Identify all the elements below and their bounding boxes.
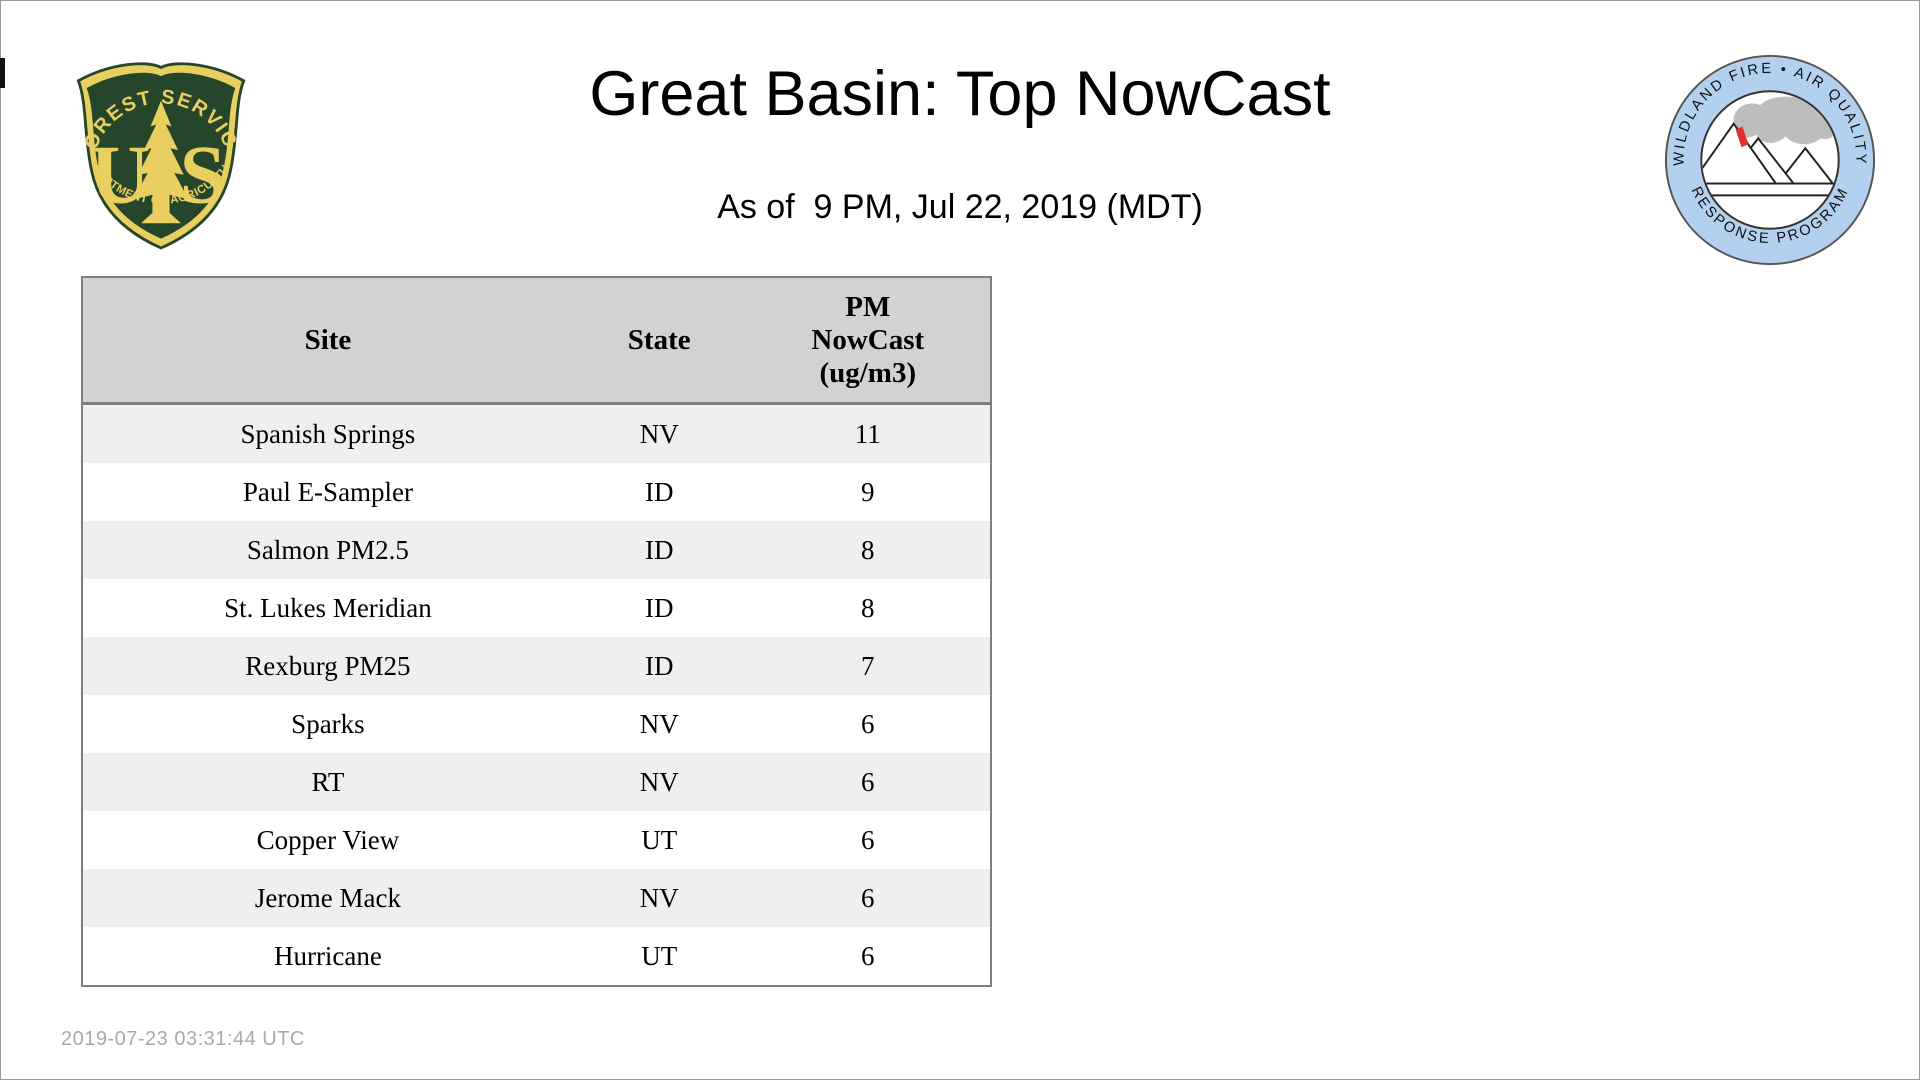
usfs-letter-s: S [180,129,227,221]
table-row: St. Lukes Meridian ID 8 [82,579,991,637]
table-row: RT NV 6 [82,753,991,811]
value-cell: 6 [861,708,875,739]
site-cell: Jerome Mack [254,882,402,913]
state-cell: ID [644,650,674,681]
state-cell: NV [639,418,679,449]
value-cell: 6 [861,824,875,855]
table-row: Rexburg PM25 ID 7 [82,637,991,695]
page-title: Great Basin: Top NowCast [589,59,1331,129]
state-cell: ID [644,476,674,507]
value-cell: 6 [861,766,875,797]
table-row: Jerome Mack NV 6 [82,869,991,927]
site-cell: Copper View [256,824,400,855]
fire-flame-icon [1735,126,1749,148]
site-cell: Paul E-Sampler [242,476,414,507]
value-cell: 6 [861,882,875,913]
value-cell: 11 [854,418,881,449]
usfs-letter-u: U [90,129,150,221]
column-header-state: State [572,277,746,405]
table-row: Hurricane UT 6 [82,927,991,986]
forest-service-logo-icon: FOREST SERVICE U S DEPARTMENT OF AGRICUL… [66,52,246,250]
state-cell: UT [641,940,678,971]
state-cell: NV [639,882,679,913]
table-row: Copper View UT 6 [82,811,991,869]
value-cell: 6 [861,940,875,971]
table-row: Sparks NV 6 [82,695,991,753]
page-subtitle: As of 9 PM, Jul 22, 2019 (MDT) [717,188,1203,226]
site-cell: RT [311,766,345,797]
generation-timestamp: 2019-07-23 03:31:44 UTC [61,1028,305,1050]
value-cell: 8 [861,534,875,565]
site-cell: St. Lukes Meridian [224,592,432,623]
state-cell: ID [644,534,674,565]
table-row: Paul E-Sampler ID 9 [82,463,991,521]
state-cell: ID [644,592,674,623]
column-header-site: Site [82,277,573,405]
site-cell: Spanish Springs [240,418,416,449]
site-cell: Hurricane [273,940,382,971]
site-cell: Salmon PM2.5 [246,534,409,565]
table-row: Salmon PM2.5 ID 8 [82,521,991,579]
edge-artifact-mark [0,58,5,88]
value-cell: 9 [861,476,875,507]
pine-tree-icon [133,100,189,224]
table-header-row: Site State PM NowCast (ug/m3) [82,277,991,405]
smoke-cloud-icon [1733,96,1838,145]
value-cell: 7 [861,650,875,681]
state-cell: NV [639,708,679,739]
column-header-pm-nowcast: PM NowCast (ug/m3) [745,277,991,405]
nowcast-table: Site State PM NowCast (ug/m3) Spanish Sp… [81,276,992,987]
state-cell: UT [641,824,678,855]
value-cell: 8 [861,592,875,623]
table-row: Spanish Springs NV 11 [82,403,991,463]
site-cell: Sparks [291,708,365,739]
wildland-fire-air-quality-logo-icon: WILDLAND FIRE • AIR QUALITY RESPONSE PRO… [1664,54,1876,266]
site-cell: Rexburg PM25 [245,650,411,681]
state-cell: NV [639,766,679,797]
